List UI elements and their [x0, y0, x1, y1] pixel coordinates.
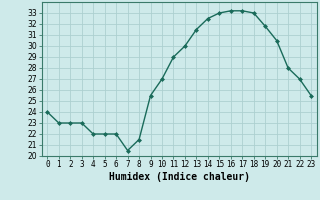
X-axis label: Humidex (Indice chaleur): Humidex (Indice chaleur) — [109, 172, 250, 182]
